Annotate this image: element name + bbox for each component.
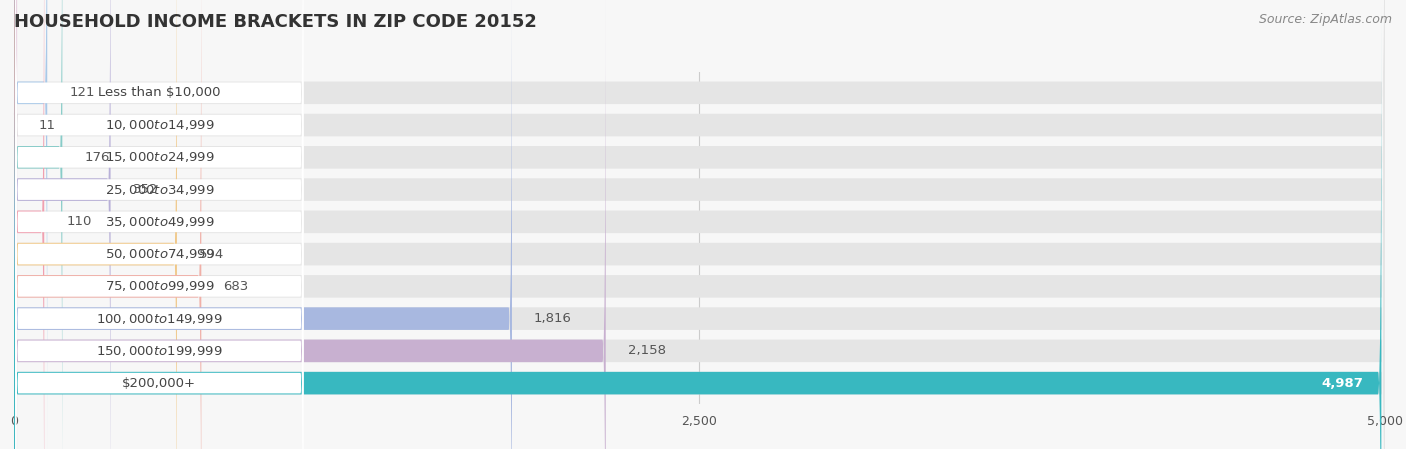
FancyBboxPatch shape [15,71,304,449]
FancyBboxPatch shape [14,0,1385,449]
FancyBboxPatch shape [14,0,1385,449]
Text: HOUSEHOLD INCOME BRACKETS IN ZIP CODE 20152: HOUSEHOLD INCOME BRACKETS IN ZIP CODE 20… [14,13,537,31]
Text: $100,000 to $149,999: $100,000 to $149,999 [96,312,222,326]
FancyBboxPatch shape [14,0,1385,449]
FancyBboxPatch shape [14,0,201,449]
FancyBboxPatch shape [15,0,304,437]
FancyBboxPatch shape [14,0,1385,449]
FancyBboxPatch shape [14,0,1385,449]
Text: 594: 594 [198,247,224,260]
FancyBboxPatch shape [14,0,62,449]
Text: 176: 176 [84,151,110,164]
Text: 2,158: 2,158 [627,344,665,357]
FancyBboxPatch shape [15,0,304,449]
FancyBboxPatch shape [14,0,177,449]
FancyBboxPatch shape [14,0,1385,449]
FancyBboxPatch shape [14,0,111,449]
FancyBboxPatch shape [14,0,1385,449]
FancyBboxPatch shape [14,0,1385,449]
Text: 121: 121 [69,86,94,99]
Text: $15,000 to $24,999: $15,000 to $24,999 [104,150,214,164]
Text: 4,987: 4,987 [1322,377,1362,390]
FancyBboxPatch shape [14,0,1385,449]
Text: 110: 110 [66,216,91,229]
Text: $75,000 to $99,999: $75,000 to $99,999 [104,279,214,293]
FancyBboxPatch shape [14,0,17,449]
FancyBboxPatch shape [15,39,304,449]
Text: 352: 352 [132,183,157,196]
Text: Source: ZipAtlas.com: Source: ZipAtlas.com [1258,13,1392,26]
FancyBboxPatch shape [14,7,1381,449]
Text: 11: 11 [39,119,56,132]
FancyBboxPatch shape [15,0,304,449]
Text: $150,000 to $199,999: $150,000 to $199,999 [96,344,222,358]
Text: 683: 683 [224,280,249,293]
Text: $35,000 to $49,999: $35,000 to $49,999 [104,215,214,229]
Text: 1,816: 1,816 [534,312,572,325]
Text: $50,000 to $74,999: $50,000 to $74,999 [104,247,214,261]
Text: $200,000+: $200,000+ [122,377,197,390]
Text: Less than $10,000: Less than $10,000 [98,86,221,99]
FancyBboxPatch shape [14,0,606,449]
Text: $10,000 to $14,999: $10,000 to $14,999 [104,118,214,132]
FancyBboxPatch shape [15,0,304,449]
FancyBboxPatch shape [14,0,512,449]
FancyBboxPatch shape [14,0,44,449]
FancyBboxPatch shape [15,0,304,405]
Text: $25,000 to $34,999: $25,000 to $34,999 [104,183,214,197]
FancyBboxPatch shape [14,0,48,449]
FancyBboxPatch shape [15,6,304,449]
FancyBboxPatch shape [14,7,1385,449]
FancyBboxPatch shape [15,0,304,449]
FancyBboxPatch shape [15,0,304,449]
